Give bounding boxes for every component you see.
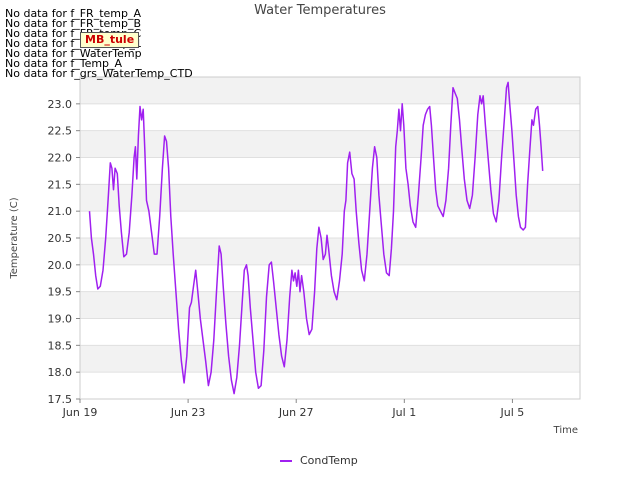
legend: CondTemp [280, 454, 358, 467]
x-tick-label: Jul 5 [500, 406, 525, 419]
x-axis-label: Time [553, 425, 578, 436]
plot-band [80, 130, 580, 158]
no-data-message: No data for f_FD_Temp_1 [5, 37, 142, 50]
y-tick-label: 22.0 [48, 152, 73, 165]
legend-swatch-condtemp [280, 459, 292, 462]
y-tick-label: 17.5 [48, 393, 73, 406]
y-tick-label: 21.5 [48, 178, 73, 191]
y-tick-label: 20.0 [48, 259, 73, 272]
y-tick-label: 22.5 [48, 125, 73, 138]
chart-title: Water Temperatures [254, 3, 386, 18]
y-tick-label: 19.0 [48, 313, 73, 326]
x-axis-ticks: Jun 19 Jun 23 Jun 27 Jul 1 Jul 5 [62, 399, 525, 419]
x-tick-label: Jun 23 [170, 406, 206, 419]
plot-band [80, 77, 580, 104]
no-data-message: No data for f_Temp_A [5, 57, 123, 70]
no-data-message: No data for f_grs_WaterTemp_CTD [5, 67, 193, 80]
no-data-message: No data for f_FR_temp_C [5, 27, 142, 40]
x-tick-label: Jun 27 [278, 406, 314, 419]
legend-label-condtemp: CondTemp [300, 454, 358, 467]
no-data-message: No data for f_FR_temp_A [5, 7, 141, 20]
no-data-message: No data for f_WaterTemp [5, 47, 142, 60]
plot-band [80, 291, 580, 319]
y-tick-label: 20.5 [48, 232, 73, 245]
y-tick-label: 18.0 [48, 366, 73, 379]
no-data-message: No data for f_FR_temp_B [5, 17, 142, 30]
y-tick-label: 18.5 [48, 339, 73, 352]
site-badge: MB_tule [80, 32, 140, 48]
y-tick-label: 19.5 [48, 286, 73, 299]
series-line-condtemp [88, 81, 544, 395]
plot-background-bands [80, 77, 580, 373]
plot-band [80, 184, 580, 212]
y-tick-label: 21.0 [48, 205, 73, 218]
plot-band [80, 345, 580, 373]
x-tick-label: Jul 1 [391, 406, 416, 419]
y-tick-label: 23.0 [48, 98, 73, 111]
series-layer [88, 81, 544, 395]
y-axis-label: Temperature (C) [9, 197, 20, 279]
x-tick-label: Jun 19 [62, 406, 98, 419]
y-axis-ticks: 17.5 18.0 18.5 19.0 19.5 20.0 20.5 21.0 21.5 22.0… [48, 98, 80, 406]
